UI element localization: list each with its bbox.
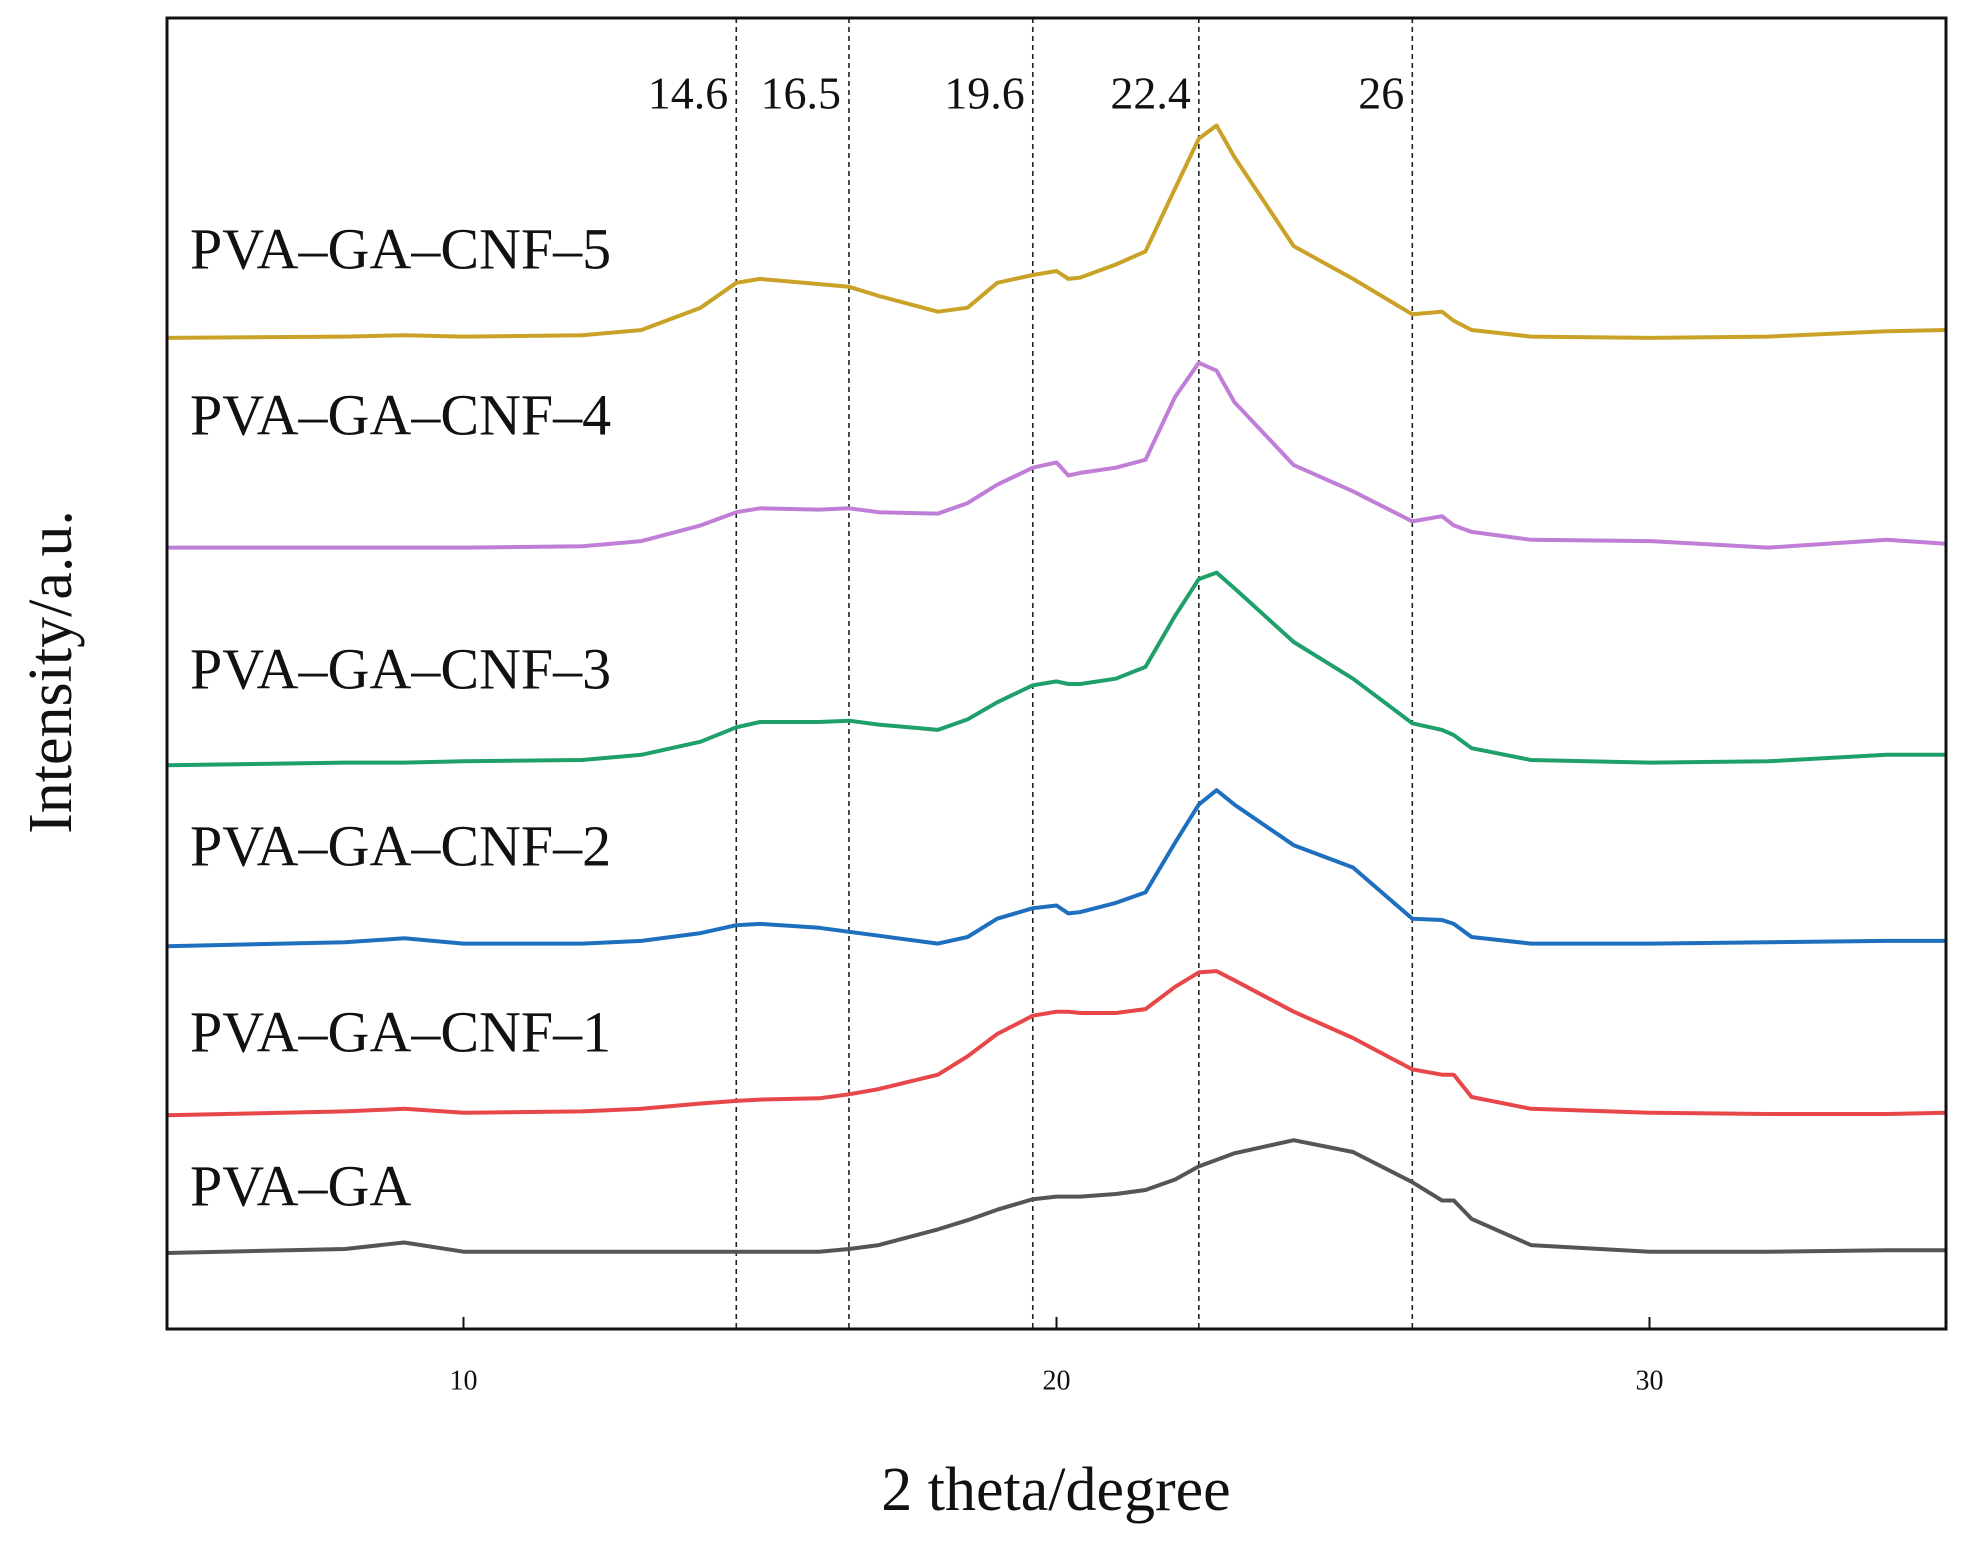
x-tick-label: 20: [1043, 1365, 1071, 1396]
annotation-label: 14.6: [648, 68, 729, 119]
annotation-label: 26: [1358, 68, 1404, 119]
series-line: [167, 360, 1947, 550]
x-axis-title: 2 theta/degree: [881, 1456, 1230, 1524]
annotation-label: 16.5: [760, 68, 841, 119]
series-label: PVA–GA: [190, 1153, 411, 1218]
series-label: PVA–GA–CNF–4: [190, 382, 611, 447]
series-label: PVA–GA–CNF–5: [190, 216, 611, 281]
annotation-label: 19.6: [944, 68, 1025, 119]
series-line: [166, 969, 1947, 1118]
plot-frame: [165, 16, 1948, 1331]
series-label: PVA–GA–CNF–2: [190, 813, 611, 878]
annotation-label: 22.4: [1110, 68, 1191, 119]
series-line: [166, 123, 1947, 340]
series-label: PVA–GA–CNF–3: [190, 636, 611, 701]
y-axis-title: Intensity/a.u.: [17, 510, 85, 834]
series-line: [166, 788, 1946, 949]
series-line: [166, 570, 1946, 768]
x-tick-label: 10: [450, 1365, 478, 1396]
series-label: PVA–GA–CNF–1: [190, 999, 611, 1064]
series-line: [166, 1138, 1946, 1255]
x-tick-label: 30: [1636, 1365, 1664, 1396]
